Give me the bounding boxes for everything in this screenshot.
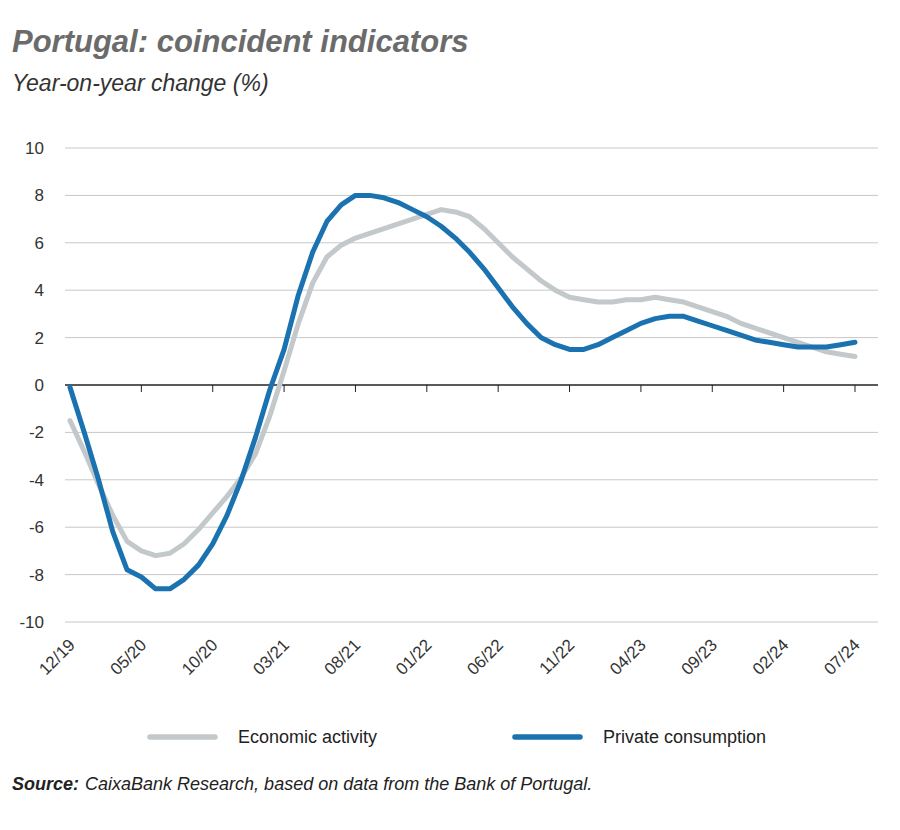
x-tick (426, 385, 427, 392)
y-tick-label: -10 (19, 613, 44, 632)
x-tick (355, 385, 356, 392)
grid-line (65, 432, 878, 433)
x-tick-label: 03/21 (249, 635, 293, 679)
series-line (70, 210, 855, 556)
subtitle: Year-on-year change (%) (12, 70, 269, 96)
grid-line (65, 622, 878, 623)
y-tick-label: 8 (35, 186, 44, 205)
x-tick (498, 385, 499, 392)
legend-label: Economic activity (238, 727, 377, 747)
x-tick (712, 385, 713, 392)
grid-line (65, 290, 878, 291)
y-tick-label: 2 (35, 329, 44, 348)
grid-line (65, 148, 878, 149)
x-tick (783, 385, 784, 392)
title: Portugal: coincident indicators (12, 24, 468, 59)
y-tick-label: -2 (29, 423, 44, 442)
chart: Portugal: coincident indicators Year-on-y… (0, 0, 900, 830)
x-tick-label: 06/22 (463, 635, 507, 679)
legend-swatch (150, 734, 215, 740)
x-tick (640, 385, 641, 392)
x-tick (569, 385, 570, 392)
y-tick-label: -6 (29, 518, 44, 537)
y-tick-label: 6 (35, 234, 44, 253)
x-tick-label: 11/22 (536, 635, 579, 678)
source: CaixaBank Research, based on data from t… (85, 774, 592, 794)
x-tick (855, 385, 856, 392)
x-tick (284, 385, 285, 392)
y-tick-label: 0 (35, 376, 44, 395)
grid-line (65, 527, 878, 528)
series-line (70, 195, 855, 588)
x-tick-label: 05/20 (107, 635, 151, 679)
x-tick-label: 09/23 (678, 635, 722, 679)
grid-line (65, 479, 878, 480)
y-tick-label: -8 (29, 566, 44, 585)
x-tick-label: 12/19 (35, 635, 79, 679)
x-tick-label: 01/22 (392, 635, 436, 679)
legend: Economic activity Private consumption (150, 727, 766, 747)
x-tick-label: 04/23 (606, 635, 650, 679)
y-tick-label: 4 (35, 281, 44, 300)
y-tick-label: -4 (29, 471, 44, 490)
y-tick-label: 10 (25, 139, 44, 158)
grid-line (65, 242, 878, 243)
x-tick-label: 07/24 (820, 635, 864, 679)
x-tick-label: 08/21 (321, 635, 365, 679)
legend-swatch (515, 734, 580, 740)
grid (65, 148, 878, 622)
source-label: Source: (12, 774, 79, 794)
lines (70, 195, 855, 588)
x-tick-label: 02/24 (749, 635, 793, 679)
x-tick (212, 385, 213, 392)
legend-label: Private consumption (603, 727, 766, 747)
x-tick (141, 385, 142, 392)
grid-line (65, 195, 878, 196)
x-tick-label: 10/20 (178, 635, 222, 679)
x-axis (65, 384, 878, 385)
